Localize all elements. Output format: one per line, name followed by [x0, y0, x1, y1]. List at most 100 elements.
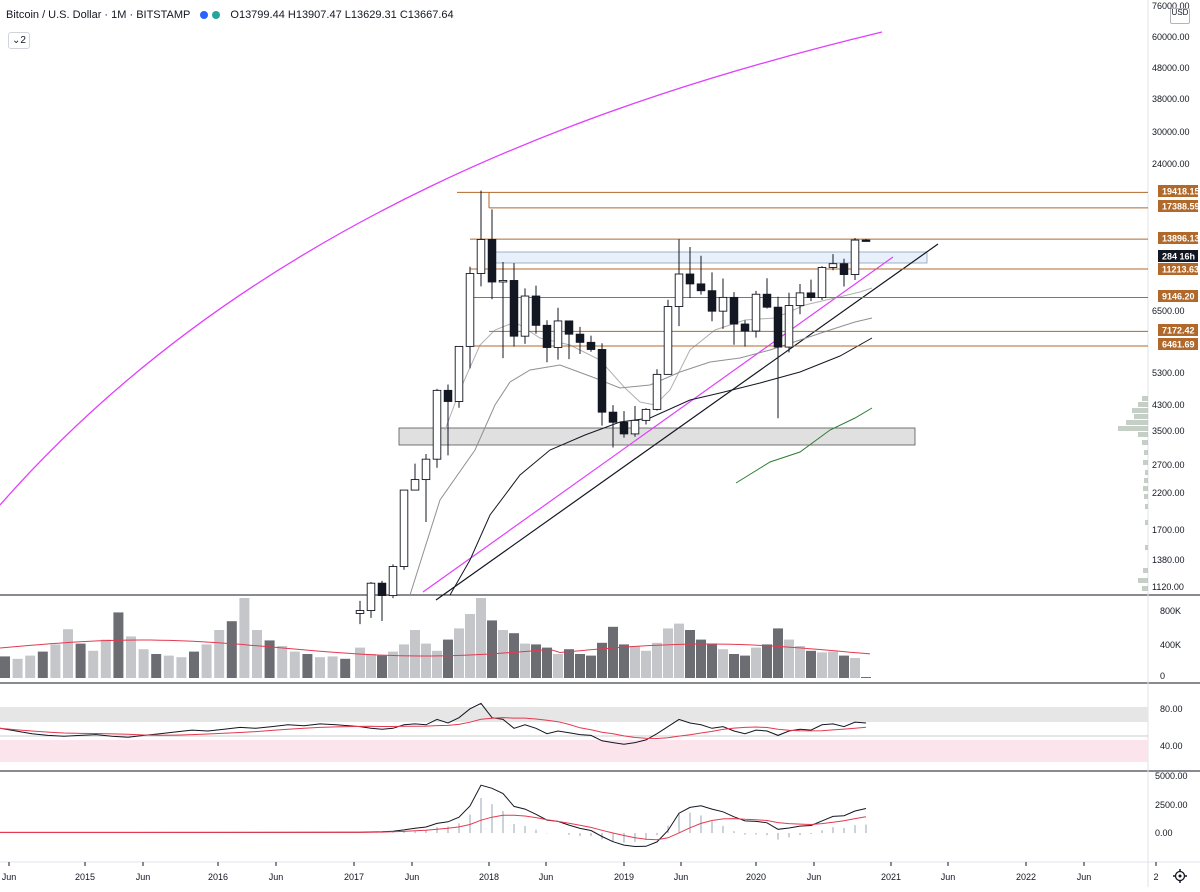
volume-bar[interactable]	[63, 629, 73, 678]
volume-bar[interactable]	[151, 654, 162, 678]
volume-bar[interactable]	[126, 636, 136, 678]
candle-body[interactable]	[652, 373, 662, 410]
candle-body[interactable]	[553, 320, 563, 348]
volume-bar[interactable]	[509, 633, 519, 678]
candle-body[interactable]	[377, 582, 387, 597]
candle-body[interactable]	[366, 582, 376, 611]
candle-body[interactable]	[355, 610, 365, 614]
candle-body[interactable]	[817, 267, 827, 299]
time-axis[interactable]: Jun 2015 Jun 2016 Jun 2017 Jun 2018 Jun 2019 Jun 20…	[2, 862, 1159, 882]
volume-bar[interactable]	[619, 644, 629, 678]
candle-body[interactable]	[520, 295, 530, 337]
volume-bar[interactable]	[226, 621, 237, 678]
volume-bar[interactable]	[355, 647, 365, 678]
volume-bar[interactable]	[50, 644, 61, 678]
candle-body[interactable]	[707, 290, 717, 312]
volume-bar[interactable]	[189, 651, 199, 678]
candle-body[interactable]	[685, 273, 695, 285]
volume-bar[interactable]	[214, 630, 225, 678]
candle-body[interactable]	[542, 324, 552, 348]
volume-bar[interactable]	[100, 639, 111, 678]
volume-bar[interactable]	[201, 644, 212, 678]
volume-bar[interactable]	[520, 643, 530, 678]
volume-bar[interactable]	[608, 626, 618, 678]
volume-bar[interactable]	[443, 639, 453, 678]
volume-bar[interactable]	[340, 658, 351, 678]
volume-bar[interactable]	[315, 657, 325, 678]
macd-line[interactable]	[0, 784, 867, 848]
volume-bar[interactable]	[252, 630, 262, 678]
candle-body[interactable]	[410, 479, 420, 491]
volume-bar[interactable]	[264, 640, 275, 678]
volume-bar[interactable]	[817, 652, 827, 678]
volume-bar[interactable]	[410, 630, 420, 678]
candle-body[interactable]	[597, 349, 607, 413]
trend-line[interactable]	[435, 243, 939, 601]
volume-bar[interactable]	[663, 628, 673, 678]
log-growth-curve[interactable]	[0, 31, 883, 506]
candle-body[interactable]	[762, 293, 772, 308]
volume-bar[interactable]	[487, 620, 497, 678]
volume-bar[interactable]	[542, 647, 552, 678]
candle-body[interactable]	[498, 280, 508, 283]
volume-bar[interactable]	[575, 654, 585, 678]
candle-body[interactable]	[740, 323, 750, 332]
candle-body[interactable]	[663, 306, 673, 375]
candle-body[interactable]	[465, 273, 475, 347]
volume-bar[interactable]	[762, 644, 772, 678]
channel-line[interactable]	[422, 256, 894, 593]
volume-bar[interactable]	[696, 639, 706, 678]
settings-gear-icon[interactable]	[1173, 869, 1187, 883]
symbol-title[interactable]: Bitcoin / U.S. Dollar · 1M · BITSTAMP	[6, 9, 191, 21]
candle-body[interactable]	[564, 320, 574, 335]
volume-bar[interactable]	[138, 649, 149, 678]
candle-body[interactable]	[575, 333, 585, 343]
volume-bar[interactable]	[729, 654, 739, 678]
volume-bar[interactable]	[751, 647, 761, 678]
volume-bar[interactable]	[707, 643, 717, 678]
volume-bar[interactable]	[839, 655, 849, 678]
candle-body[interactable]	[476, 239, 486, 274]
candle-body[interactable]	[487, 239, 497, 283]
candle-body[interactable]	[630, 419, 640, 435]
volume-bar[interactable]	[366, 654, 376, 678]
volume-bar[interactable]	[113, 612, 124, 678]
volume-bars[interactable]	[0, 598, 871, 678]
volume-bar[interactable]	[718, 649, 728, 678]
volume-bar[interactable]	[327, 656, 338, 678]
volume-bar[interactable]	[25, 655, 36, 678]
candle-body[interactable]	[795, 292, 805, 307]
volume-bar[interactable]	[377, 655, 387, 678]
volume-bar[interactable]	[75, 643, 86, 678]
candle-body[interactable]	[839, 263, 849, 275]
candle-body[interactable]	[421, 458, 431, 481]
candle-body[interactable]	[454, 345, 464, 402]
volume-bar[interactable]	[0, 656, 10, 678]
volume-bar[interactable]	[674, 623, 684, 678]
candlestick-series[interactable]	[355, 190, 871, 625]
candle-body[interactable]	[751, 293, 761, 332]
candle-body[interactable]	[608, 411, 618, 423]
volume-bar[interactable]	[498, 630, 508, 678]
volume-bar[interactable]	[421, 643, 431, 678]
volume-bar[interactable]	[476, 598, 486, 678]
volume-bar[interactable]	[465, 614, 475, 678]
volume-bar[interactable]	[277, 646, 288, 678]
candle-body[interactable]	[806, 292, 816, 299]
candle-body[interactable]	[718, 296, 728, 312]
volume-bar[interactable]	[784, 639, 794, 678]
volume-bar[interactable]	[828, 651, 838, 678]
volume-bar[interactable]	[806, 650, 816, 678]
candle-body[interactable]	[399, 489, 409, 567]
candle-body[interactable]	[619, 421, 629, 435]
volume-bar[interactable]	[773, 628, 783, 678]
candle-body[interactable]	[443, 389, 453, 402]
volume-bar[interactable]	[861, 677, 871, 678]
volume-bar[interactable]	[850, 658, 860, 678]
volume-bar[interactable]	[388, 651, 398, 678]
resistance-zone[interactable]	[489, 251, 928, 264]
candle-body[interactable]	[828, 263, 838, 268]
volume-bar[interactable]	[597, 642, 607, 678]
candle-body[interactable]	[641, 408, 651, 421]
